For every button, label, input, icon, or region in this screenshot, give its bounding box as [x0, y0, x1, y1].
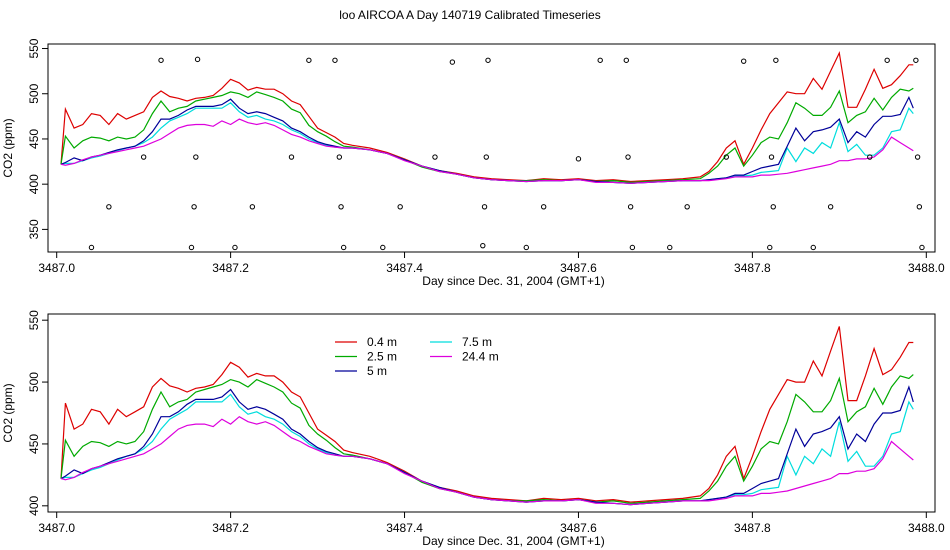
x-tick-label: 3487.6 — [560, 521, 597, 535]
calibration-point — [919, 244, 925, 251]
calibration-point — [629, 244, 636, 251]
plot-frame — [47, 43, 936, 253]
x-axis-label: Day since Dec. 31, 2004 (GMT+1) — [422, 274, 604, 288]
series-line-24-4-m — [60, 118, 914, 184]
y-tick-label: 500 — [27, 372, 41, 392]
y-tick-label: 450 — [27, 129, 41, 149]
y-tick-label: 500 — [27, 83, 41, 103]
x-tick-label: 3487.2 — [212, 521, 249, 535]
calibration-point — [432, 154, 438, 160]
calibration-point — [770, 204, 776, 210]
series-line-24-4-m — [60, 415, 914, 506]
calibration-point — [449, 59, 456, 65]
y-tick-label: 450 — [27, 434, 41, 454]
calibration-point — [232, 244, 238, 251]
y-tick-label: 400 — [27, 495, 41, 515]
calibration-point — [523, 244, 529, 251]
calibration-point — [480, 242, 486, 249]
calibration-point — [684, 204, 690, 210]
calibration-point — [884, 57, 890, 63]
calibration-point — [338, 204, 344, 210]
calibration-point — [768, 154, 775, 160]
calibration-point — [867, 154, 873, 160]
legend-label: 2.5 m — [367, 350, 397, 364]
calibration-point — [194, 56, 201, 63]
calibration-point — [193, 154, 199, 160]
x-tick-label: 3487.4 — [386, 261, 423, 275]
calibration-point — [481, 204, 488, 210]
calibration-point — [485, 57, 491, 63]
x-tick-label: 3487.8 — [734, 261, 771, 275]
calibration-point — [336, 154, 343, 160]
calibration-point — [773, 57, 779, 63]
calibration-point — [158, 57, 164, 63]
calibration-point — [140, 154, 147, 160]
y-tick-label: 550 — [27, 310, 41, 330]
legend-label: 5 m — [367, 364, 387, 378]
x-tick-label: 3487.6 — [560, 261, 597, 275]
calibration-point — [540, 204, 547, 210]
legend-label: 0.4 m — [367, 335, 397, 349]
calibration-point — [88, 244, 95, 251]
calibration-point — [483, 154, 489, 160]
x-tick-label: 3487.2 — [212, 261, 249, 275]
x-tick-label: 3487.8 — [734, 521, 771, 535]
y-tick-label: 400 — [27, 174, 41, 194]
calibration-point — [340, 244, 347, 251]
calibration-point — [332, 57, 338, 63]
x-tick-label: 3487.0 — [38, 261, 75, 275]
calibration-point — [667, 244, 673, 251]
calibration-point — [913, 57, 919, 63]
lower-timeseries-plot: 3487.0 3487.2 3487.4 3487.6 3487.8 3488.0 400 4… — [1, 310, 945, 548]
calibration-point — [380, 244, 386, 251]
calibration-point — [914, 154, 921, 160]
x-tick-label: 3487.0 — [38, 521, 75, 535]
calibration-point — [810, 244, 816, 251]
calibration-point — [188, 244, 195, 251]
plot-frame — [47, 313, 936, 513]
calibration-point — [306, 57, 312, 63]
y-axis-label: CO2 (ppm) — [1, 118, 15, 177]
x-tick-label: 3488.0 — [908, 521, 945, 535]
x-axis-label: Day since Dec. 31, 2004 (GMT+1) — [422, 534, 604, 548]
calibration-point — [249, 204, 256, 210]
calibration-point — [723, 154, 729, 160]
y-tick-label: 350 — [27, 219, 41, 239]
calibration-point — [740, 58, 747, 64]
calibration-point — [288, 154, 295, 160]
calibration-point — [106, 204, 112, 210]
x-tick-label: 3487.4 — [386, 521, 423, 535]
y-tick-label: 550 — [27, 38, 41, 58]
calibration-point — [597, 57, 603, 63]
calibration-point — [627, 204, 634, 210]
calibration-point — [625, 154, 631, 160]
calibration-point — [767, 244, 773, 251]
calibration-point — [623, 57, 629, 63]
x-tick-label: 3488.0 — [908, 261, 945, 275]
calibration-point — [827, 204, 834, 210]
y-axis-label: CO2 (ppm) — [1, 383, 15, 442]
calibration-point — [916, 204, 923, 210]
legend-label: 24.4 m — [462, 350, 499, 364]
figure-title: loo AIRCOA A Day 140719 Calibrated Times… — [339, 8, 600, 22]
upper-timeseries-plot: 3487.0 3487.2 3487.4 3487.6 3487.8 3488.0 350 4… — [1, 38, 945, 288]
calibration-point — [575, 156, 582, 162]
calibration-point — [397, 204, 403, 210]
legend-label: 7.5 m — [462, 335, 492, 349]
calibration-point — [191, 204, 197, 210]
